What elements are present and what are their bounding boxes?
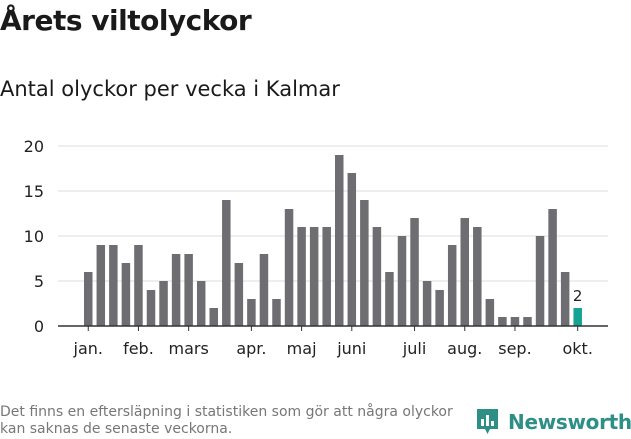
bar [510,317,520,326]
y-tick-label: 5 [34,272,44,291]
chart-title: Årets viltolyckor [0,4,252,37]
footnote: Det finns en eftersläpning i statistiken… [0,404,453,437]
x-tick-label: okt. [562,339,592,358]
bar [159,281,168,326]
bar-value-label: 2 [573,287,583,305]
bar [372,227,382,326]
brand-logo: Newsworthy [475,407,631,437]
bar [335,155,344,326]
bar [523,317,532,326]
y-tick-label: 15 [24,182,44,201]
bar [397,236,407,326]
bar [347,173,357,326]
bar [171,254,181,326]
bar [84,272,93,326]
x-tick-label: juli [402,339,426,358]
bar [498,317,507,326]
bar [560,272,570,326]
bar [209,308,218,326]
bar [134,245,143,326]
bar [272,299,281,326]
bar [473,227,482,326]
x-tick-label: feb. [123,339,154,358]
bar [196,281,206,326]
bar [121,263,131,326]
y-tick-label: 10 [24,227,44,246]
x-tick-label: apr. [236,339,266,358]
bar [109,245,118,326]
y-tick-label: 0 [34,317,44,336]
x-tick-label: sep. [498,339,531,358]
x-axis-tick-labels: jan. feb. mars apr. maj juni juli aug. sep. okt. [73,339,593,358]
bar-chart: 0 5 10 15 20 jan. feb. mars apr. maj juni juli aug.… [24,137,608,358]
y-tick-label: 20 [24,137,44,156]
bar [548,209,557,326]
bar [385,272,394,326]
x-tick-label: aug. [447,339,482,358]
x-tick-label: jan. [73,339,103,358]
bar [184,254,193,326]
bar-highlight [573,308,582,326]
bar [259,254,269,326]
bar [309,227,319,326]
y-axis-tick-labels: 0 5 10 15 20 [24,137,44,336]
bar [284,209,294,326]
newsworthy-logo-icon [477,409,498,434]
x-axis [58,325,608,331]
bar [247,299,256,326]
brand-name: Newsworthy [508,410,631,434]
bar [410,218,419,326]
bar [222,200,231,326]
x-tick-label: maj [287,339,317,358]
bars [84,155,582,326]
bar [146,290,156,326]
bar [234,263,244,326]
chart-subtitle: Antal olyckor per vecka i Kalmar [0,77,340,101]
bar [96,245,106,326]
bar [297,227,306,326]
bar [447,245,457,326]
bar [460,218,469,326]
bar [485,299,495,326]
x-tick-label: mars [168,339,208,358]
bar [422,281,432,326]
bar [535,236,545,326]
x-tick-label: juni [336,339,366,358]
data-labels: 2 [573,287,583,305]
bar [360,200,369,326]
bar [435,290,444,326]
bar [322,227,331,326]
grid-lines [58,145,608,282]
